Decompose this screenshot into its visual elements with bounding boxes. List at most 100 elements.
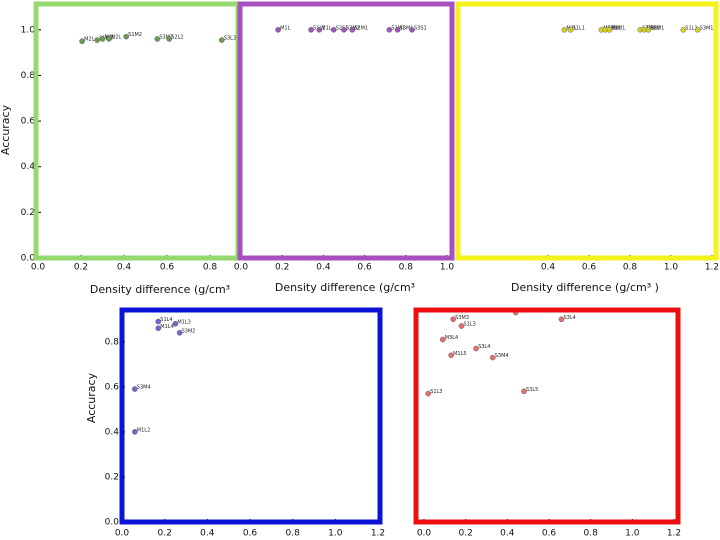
x-axis-label: Density difference (g/cm³: [275, 281, 415, 294]
point: [275, 27, 281, 33]
point: [561, 27, 568, 33]
x-tick-label: 0.4: [541, 263, 556, 273]
x-tick-label: 0.0: [115, 529, 130, 539]
point-label: S2M1: [607, 25, 621, 31]
y-tick-label: 0.4: [21, 162, 36, 172]
point-label: M1L2: [137, 427, 150, 433]
point-label: M1L: [280, 25, 290, 31]
point-label: S3M2: [182, 328, 196, 334]
point: [79, 38, 85, 45]
x-tick-label: 0.2: [275, 263, 289, 273]
point: [219, 37, 225, 43]
y-tick-label: 0.6: [21, 117, 36, 127]
point: [458, 323, 465, 329]
y-tick-label: 0.8: [21, 71, 36, 81]
x-tick-label: 0.6: [582, 263, 597, 273]
point: [521, 388, 527, 395]
x-tick-label: 0.4: [500, 529, 515, 539]
point: [567, 27, 574, 33]
y-tick-label: 0.4: [105, 427, 120, 437]
y-tick-label: 0.0: [105, 518, 120, 528]
point-label: S3S1: [414, 25, 427, 31]
x-tick-label: 1.0: [328, 529, 343, 539]
point: [450, 316, 456, 323]
panel-frame: [455, 1, 719, 261]
x-tick-label: 0.8: [399, 263, 414, 273]
y-tick-label: 0.8: [105, 337, 120, 347]
point: [308, 27, 314, 33]
point: [176, 329, 183, 336]
point: [123, 33, 129, 40]
point-label: M1L5: [453, 351, 466, 357]
point: [694, 27, 701, 33]
panel-frame: [237, 1, 455, 261]
point: [473, 345, 479, 352]
point: [154, 36, 161, 42]
point-label: S3M2: [159, 34, 173, 40]
x-tick-label: 0.4: [316, 263, 331, 273]
point-label: S2L2: [171, 34, 183, 40]
point-label: S3L5: [526, 387, 538, 393]
point-label: S3M3: [455, 315, 469, 321]
x-tick-label: 1.0: [625, 529, 640, 539]
point: [394, 27, 401, 33]
point: [155, 318, 162, 325]
x-tick-label: 0.4: [200, 529, 215, 539]
x-tick-label: 0.8: [203, 263, 218, 273]
point: [155, 325, 162, 332]
point: [386, 27, 393, 33]
x-tick-label: 1.0: [440, 263, 455, 273]
x-tick-label: 0.6: [357, 263, 372, 273]
point-label: M2L: [84, 37, 94, 43]
point: [558, 316, 565, 323]
point-label: S1M2: [99, 36, 113, 42]
point: [99, 36, 106, 42]
point-label: S3M4: [495, 353, 509, 359]
point-label: M1L4: [160, 324, 173, 330]
point-label: S3M4: [137, 385, 151, 391]
point: [425, 390, 431, 397]
y-axis-label: Accuracy: [85, 372, 98, 423]
point: [409, 27, 415, 33]
point-label: M3L4: [445, 335, 458, 341]
y-tick-label: 0.6: [105, 382, 120, 392]
point-label: S1L3: [464, 322, 476, 328]
point: [606, 27, 613, 33]
point: [94, 37, 100, 43]
point: [448, 352, 454, 359]
y-tick-label: 0.2: [105, 472, 119, 482]
point-label: S1M2: [646, 25, 660, 31]
x-tick-label: 0.4: [117, 263, 132, 273]
point-label: S1M2: [128, 32, 142, 38]
point-label: M2L: [111, 34, 121, 40]
point-label: M1L3: [177, 319, 190, 325]
point: [489, 354, 496, 361]
y-tick-label: 1.0: [21, 25, 36, 35]
x-tick-label: 0.0: [234, 263, 249, 273]
panel-frame: [119, 307, 383, 525]
x-tick-label: 0.6: [542, 529, 557, 539]
point-label: S1L3: [430, 389, 442, 395]
x-tick-label: 1.2: [371, 529, 385, 539]
point: [106, 36, 112, 42]
point-label: S1L1: [685, 25, 697, 31]
x-tick-label: 0.2: [158, 529, 172, 539]
panel-frame: [33, 1, 241, 261]
point-label: S3M1: [700, 25, 714, 31]
x-tick-label: 0.2: [459, 529, 473, 539]
point-label: S2M1: [354, 25, 368, 31]
point-label: S3L4: [564, 315, 576, 321]
point: [172, 320, 179, 327]
y-tick-label: 0.2: [21, 208, 35, 218]
x-tick-label: 1.2: [667, 529, 681, 539]
point-label: S2M1: [650, 25, 664, 31]
y-tick-label: 0.0: [21, 254, 36, 264]
point: [645, 27, 652, 33]
point: [349, 27, 356, 33]
x-axis-label: Density difference (g/cm³: [90, 283, 230, 296]
point-label: M1L: [321, 25, 331, 31]
point-label: S3M1: [400, 25, 414, 31]
x-tick-label: 0.6: [160, 263, 175, 273]
point: [330, 27, 337, 33]
